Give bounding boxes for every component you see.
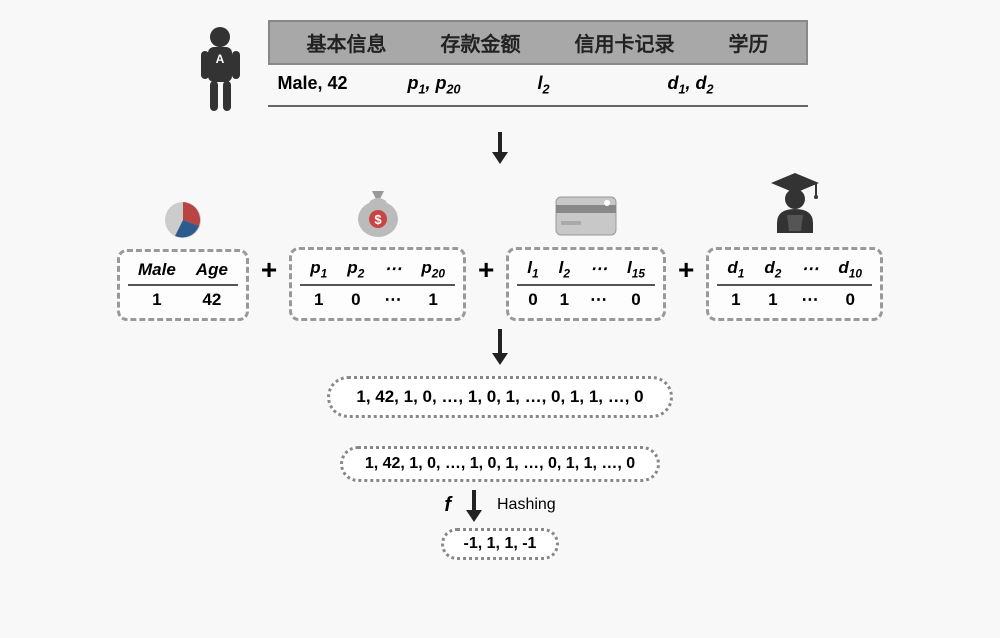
cat-edu: 学历 xyxy=(729,28,769,57)
d-block: d1d2⋯d10 11⋯0 xyxy=(706,179,883,321)
person-icon: A xyxy=(193,25,253,120)
svg-text:$: $ xyxy=(374,212,382,227)
header-table: 基本信息 存款金额 信用卡记录 学历 Male, 42 p1, p20 l2 d… xyxy=(268,20,808,107)
p-block: $ p1p2⋯p20 10⋯1 xyxy=(289,179,466,321)
money-bag-icon: $ xyxy=(289,179,466,239)
val-p: p1, p20 xyxy=(408,73,538,97)
credit-card-icon xyxy=(506,179,666,239)
val-l: l2 xyxy=(538,73,668,97)
result-vector: -1, 1, 1, -1 xyxy=(441,528,560,560)
graduate-icon xyxy=(706,179,883,239)
arrow-3 xyxy=(461,488,487,522)
arrow-1 xyxy=(20,130,980,169)
hashing-label: Hashing xyxy=(497,496,556,514)
val-basic: Male, 42 xyxy=(278,73,408,97)
l-block: l1l2⋯l15 01⋯0 xyxy=(506,179,666,321)
plus-1: + xyxy=(257,254,281,286)
cat-basic: 基本信息 xyxy=(307,28,387,57)
f-label: f xyxy=(444,494,451,517)
tables-row: MaleAge 142 + $ p1p2⋯p20 xyxy=(20,179,980,321)
svg-text:A: A xyxy=(215,52,224,66)
pie-icon xyxy=(117,181,249,241)
hashing-step: f Hashing xyxy=(20,488,980,522)
arrow-2 xyxy=(20,327,980,370)
cat-credit: 信用卡记录 xyxy=(575,28,675,57)
val-d: d1, d2 xyxy=(668,73,798,97)
cat-deposit: 存款金额 xyxy=(441,28,521,57)
vector-2: 1, 42, 1, 0, …, 1, 0, 1, …, 0, 1, 1, …, … xyxy=(340,446,660,482)
basic-block: MaleAge 142 xyxy=(117,181,249,321)
plus-3: + xyxy=(674,254,698,286)
plus-2: + xyxy=(474,254,498,286)
vector-1: 1, 42, 1, 0, …, 1, 0, 1, …, 0, 1, 1, …, … xyxy=(327,376,672,418)
